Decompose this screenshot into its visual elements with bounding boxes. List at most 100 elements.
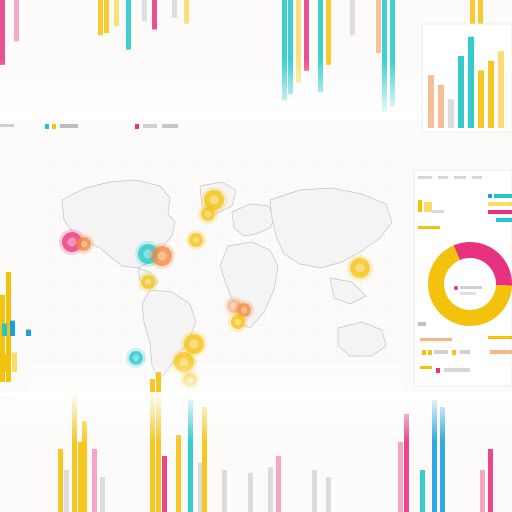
bottom-bar [78,442,83,512]
top-strip-bar [172,0,177,18]
map-bubble[interactable] [186,230,206,250]
bubble-core [152,246,172,266]
bubble-highlight [192,236,200,244]
map-bubble[interactable] [201,187,227,213]
world-map-panel [30,160,402,400]
bottom-bar [248,472,253,512]
bubble-core [62,232,82,252]
top-right-bar [488,60,494,128]
bubble-core [350,258,370,278]
bottom-bar [222,470,227,512]
top-strip-bar [142,0,147,22]
panel-frame [421,23,512,133]
bubble-highlight [234,318,242,326]
legend-bar-cyan [496,218,512,222]
left-bar [6,271,11,382]
top-strip-bar [282,0,287,101]
left-bar [2,323,7,336]
bottom-bar [150,379,155,512]
bottom-bar [82,421,87,512]
bottom-bar [58,449,63,512]
map-bubble[interactable] [347,255,373,281]
top-right-bar [448,99,454,128]
legend-mark [472,176,482,179]
bubble-highlight [80,240,88,248]
bottom-bar [202,407,207,512]
legend-mark [434,350,448,354]
bubble-core [77,237,91,251]
donut-center-label [460,286,482,289]
right-donut-panel [413,169,512,387]
bubble-highlight [355,263,365,273]
bottom-bar [488,449,493,512]
donut-chart [428,242,512,326]
map-bubble[interactable] [59,229,85,255]
top-strip-bar [98,0,103,36]
left-bar [2,354,7,372]
legend-swatch-cyan [45,124,49,129]
top-strip-legend [0,124,451,129]
legend-bar-peach [490,350,512,354]
donut-hole [445,259,495,309]
map-bubble[interactable] [198,204,218,224]
top-right-bar [498,51,504,129]
legend-bar-yellow [488,202,512,206]
top-strip-bar [152,0,157,30]
donut-legend-top [418,176,512,229]
legend-mark-yellow [420,366,432,369]
map-bubble[interactable] [234,300,254,320]
bottom-bar [72,393,77,512]
bottom-bar [420,470,425,512]
legend-swatch-yellow [428,350,432,355]
bottom-bar [312,470,317,512]
bubble-highlight [209,195,219,205]
top-strip-bar [376,0,381,54]
top-strip-bar [184,0,189,24]
donut-slice[interactable] [453,242,512,286]
bubble-core [204,190,224,210]
top-strip-bar [114,0,119,26]
donut-legend-bottom [418,322,512,373]
map-bubble[interactable] [149,243,175,269]
legend-mark [162,124,178,128]
bubble-core [231,315,245,329]
bubble-highlight [143,249,153,259]
bubble-highlight [67,237,77,247]
legend-mark [444,368,470,372]
top-right-bar [438,84,444,128]
legend-bar-pink [488,210,512,214]
bottom-bar [100,477,105,512]
bottom-bar [404,414,409,512]
left-bar [10,320,15,336]
map-bubble[interactable] [181,331,207,357]
bubble-core [201,207,215,221]
map-bubble[interactable] [228,312,248,332]
map-bubbles [59,187,373,390]
legend-swatch-yellow [52,124,56,129]
top-right-bar [458,56,464,128]
map-bubble[interactable] [138,272,158,292]
bubble-highlight [132,354,140,362]
top-strip-bar [288,0,293,95]
landmass-europe [231,203,277,237]
legend-swatch-yellow [422,350,426,355]
legend-swatch-yellow [452,350,456,355]
bubble-core [141,275,155,289]
landmass-africa [219,241,279,329]
legend-bar-cyan [494,194,512,198]
top-strip-bar [126,0,131,50]
donut-slice[interactable] [428,245,512,326]
top-bar-strip [0,0,483,118]
top-right-bar [478,70,484,128]
legend-mark [0,124,14,127]
legend-swatch-pink [436,368,440,373]
top-strip-bar [104,0,109,34]
top-strip-bar [382,0,387,113]
bottom-bar [326,477,331,512]
top-right-bar [428,75,434,128]
bubble-highlight [230,302,238,310]
map-bubble[interactable] [74,234,94,254]
bottom-strip-fade [0,392,512,442]
